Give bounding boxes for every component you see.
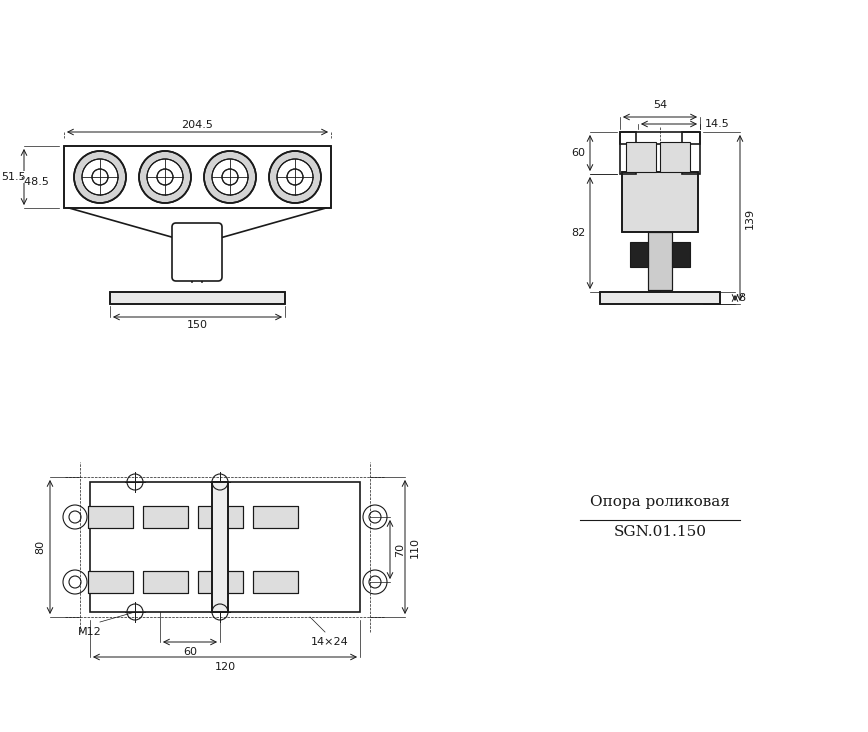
Bar [660, 142, 690, 172]
Circle shape [277, 159, 313, 195]
Circle shape [69, 576, 81, 588]
Circle shape [369, 511, 381, 523]
Bar [88, 506, 133, 528]
Bar [198, 571, 243, 593]
Bar [90, 482, 360, 612]
Bar [600, 292, 720, 304]
Bar [110, 292, 285, 304]
Bar [620, 132, 636, 174]
Bar [630, 242, 648, 267]
Bar [620, 132, 700, 144]
Circle shape [139, 151, 191, 203]
Bar [253, 571, 298, 593]
Text: Опора роликовая: Опора роликовая [590, 495, 730, 509]
Bar [198, 506, 243, 528]
Text: 54: 54 [653, 100, 667, 110]
Bar [143, 571, 188, 593]
Text: 51.5: 51.5 [2, 172, 26, 182]
Text: SGN.01.150: SGN.01.150 [614, 525, 707, 539]
Bar [143, 506, 188, 528]
Circle shape [369, 576, 381, 588]
Text: 204.5: 204.5 [181, 120, 214, 130]
Bar [64, 146, 331, 208]
Text: ҆48.5: ҆48.5 [24, 177, 49, 187]
Text: 82: 82 [571, 228, 585, 238]
Circle shape [269, 151, 321, 203]
Text: 14.5: 14.5 [705, 119, 730, 129]
Circle shape [204, 151, 256, 203]
Text: 14×24: 14×24 [311, 637, 349, 647]
Bar [648, 232, 672, 290]
Bar [88, 571, 133, 593]
Text: 150: 150 [187, 320, 208, 330]
Circle shape [212, 159, 248, 195]
Text: 120: 120 [214, 662, 235, 672]
Circle shape [74, 151, 126, 203]
Bar [622, 172, 698, 232]
Text: 70: 70 [395, 542, 405, 556]
Bar [212, 482, 228, 612]
FancyBboxPatch shape [172, 223, 222, 281]
Text: 8: 8 [738, 293, 745, 303]
Bar [88, 506, 133, 528]
Text: 60: 60 [571, 148, 585, 158]
Circle shape [69, 511, 81, 523]
Bar [622, 172, 698, 232]
Bar [682, 132, 700, 174]
Bar [253, 506, 298, 528]
Text: M12: M12 [78, 627, 102, 637]
Bar [88, 571, 133, 593]
Bar [64, 146, 331, 208]
Bar [212, 482, 228, 612]
Bar [110, 292, 285, 304]
Circle shape [147, 159, 183, 195]
Bar [198, 506, 243, 528]
Bar [648, 232, 672, 290]
Bar [253, 571, 298, 593]
Bar [143, 506, 188, 528]
Text: 80: 80 [35, 540, 45, 554]
Bar [198, 571, 243, 593]
Text: 110: 110 [410, 537, 420, 558]
Bar [626, 142, 656, 172]
Bar [143, 571, 188, 593]
Bar [672, 242, 690, 267]
Text: 139: 139 [745, 207, 755, 228]
Text: 60: 60 [183, 647, 197, 657]
Bar [253, 506, 298, 528]
Bar [600, 292, 720, 304]
Circle shape [82, 159, 118, 195]
